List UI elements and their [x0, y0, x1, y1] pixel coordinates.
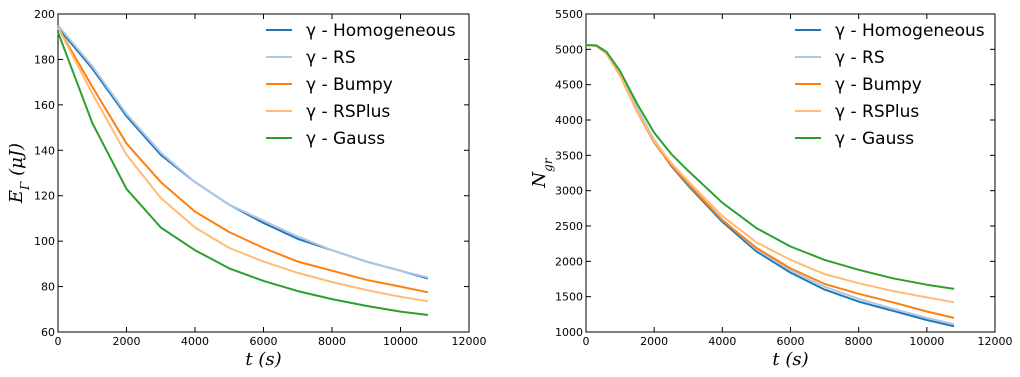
x-tick-label: 6000 [250, 335, 278, 348]
x-tick-label: 0 [583, 335, 590, 348]
legend: γ - Homogeneous γ - RS γ - Bumpy γ - RSPlus… [795, 21, 985, 149]
plot-area-frame [57, 13, 470, 333]
x-axis-label: t (s) [245, 349, 281, 370]
y-tick-label: 160 [34, 99, 55, 112]
series-line-rs [57, 24, 429, 279]
x-tick-label: 4000 [181, 335, 209, 348]
series-line-gauss [57, 31, 429, 316]
y-tick-label: 120 [34, 190, 55, 203]
x-tick-label: 12000 [452, 335, 487, 348]
x-tick-label: 12000 [978, 335, 1013, 348]
y-tick-label: 5000 [555, 43, 583, 56]
legend-label-homogeneous: γ - Homogeneous [306, 21, 456, 41]
legend-label-bumpy: γ - Bumpy [306, 75, 393, 95]
chart-panel-1: 0 2000 4000 6000 8000 10000 12000 60 80 100 120 140… [6, 8, 487, 370]
y-tick-label: 2000 [555, 255, 583, 268]
x-tick-label: 6000 [777, 335, 805, 348]
y-tick-label: 3000 [555, 185, 583, 198]
y-tick-label: 5500 [555, 8, 583, 21]
y-tick-label: 1500 [555, 291, 583, 304]
y-tick-label: 200 [34, 8, 55, 21]
x-tick-label: 8000 [318, 335, 346, 348]
y-axis-label: EΓ (μJ) [6, 143, 32, 204]
chart-panel-2: 0 2000 4000 6000 8000 10000 12000 1000 1500 2000 2… [529, 8, 1013, 370]
legend-label-rsplus: γ - RSPlus [835, 102, 919, 122]
x-tick-label: 0 [55, 335, 62, 348]
y-tick-label: 4000 [555, 114, 583, 127]
y-tick-label: 2500 [555, 220, 583, 233]
legend-label-rs: γ - RS [835, 48, 885, 68]
legend-label-gauss: γ - Gauss [306, 129, 385, 149]
y-tick-label: 180 [34, 53, 55, 66]
y-tick-label: 140 [34, 144, 55, 157]
y-tick-label: 4500 [555, 79, 583, 92]
x-tick-label: 10000 [383, 335, 418, 348]
series-line-rsplus [57, 27, 429, 303]
x-tick-label: 2000 [113, 335, 141, 348]
legend: γ - Homogeneous γ - RS γ - Bumpy γ - RSPlus… [266, 21, 456, 149]
series-line-bumpy [57, 27, 429, 294]
legend-label-gauss: γ - Gauss [835, 129, 914, 149]
y-tick-label: 80 [41, 281, 55, 294]
y-tick-label: 1000 [555, 326, 583, 339]
y-tick-label: 3500 [555, 149, 583, 162]
series-line-homogeneous [57, 26, 429, 280]
x-tick-label: 10000 [909, 335, 944, 348]
series-line-rsplus [585, 44, 955, 304]
plot-area-frame [585, 13, 996, 333]
legend-label-homogeneous: γ - Homogeneous [835, 21, 985, 41]
x-axis-label: t (s) [772, 349, 808, 370]
x-tick-label: 8000 [845, 335, 873, 348]
y-tick-label: 60 [41, 326, 55, 339]
y-axis-label: Ngr [529, 157, 555, 188]
series-line-gauss [585, 44, 955, 290]
legend-label-rsplus: γ - RSPlus [306, 102, 390, 122]
x-tick-label: 2000 [640, 335, 668, 348]
y-tick-label: 100 [34, 235, 55, 248]
legend-label-bumpy: γ - Bumpy [835, 75, 922, 95]
legend-label-rs: γ - RS [306, 48, 356, 68]
x-tick-label: 4000 [708, 335, 736, 348]
